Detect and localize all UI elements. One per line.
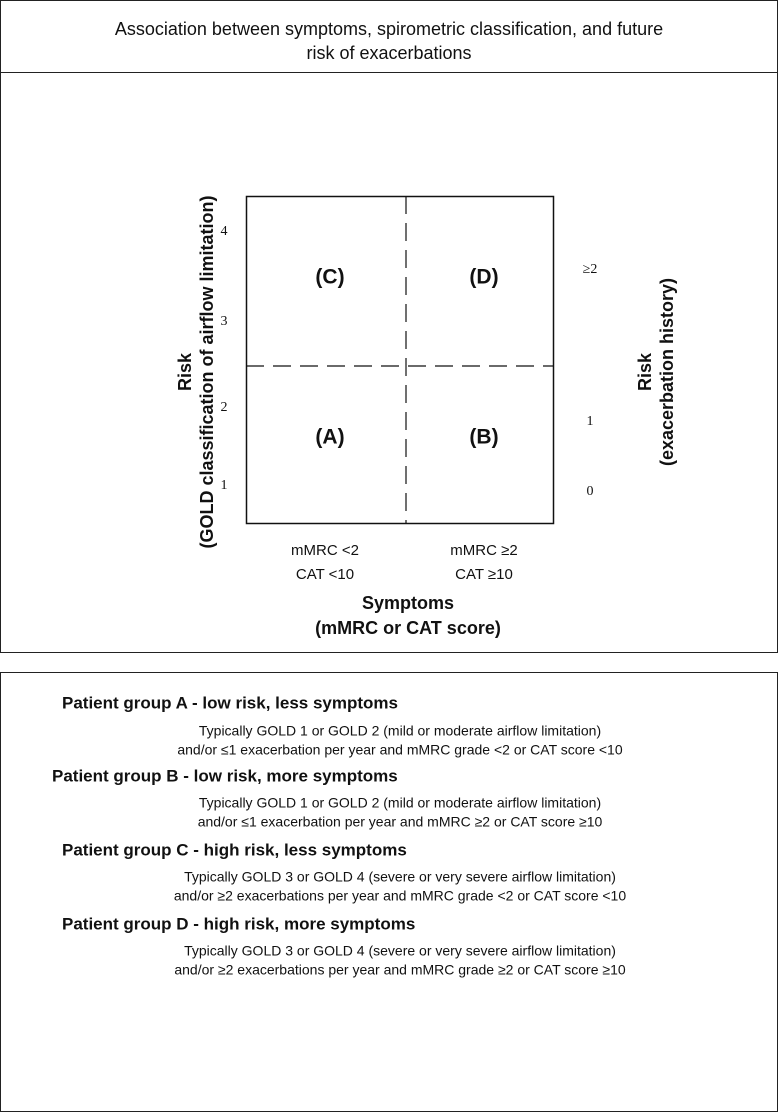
x-category: mMRC ≥2 — [450, 542, 517, 559]
group-description: and/or ≤1 exacerbation per year and mMRC… — [177, 742, 623, 758]
x-axis-label: (mMRC or CAT score) — [315, 618, 501, 638]
diagram-box — [0, 0, 778, 653]
group-description: and/or ≥2 exacerbations per year and mMR… — [174, 962, 626, 978]
quadrant-square — [245, 195, 555, 525]
group-heading: Patient group B - low risk, more symptom… — [52, 766, 398, 785]
quadrant-label: (C) — [315, 266, 344, 289]
left-tick: 2 — [221, 400, 228, 415]
right-axis-label: (exacerbation history) — [657, 278, 677, 466]
x-category: CAT ≥10 — [455, 566, 513, 583]
x-axis-label: Symptoms — [362, 593, 454, 613]
right-tick: 1 — [587, 414, 594, 429]
left-tick: 1 — [221, 478, 228, 493]
left-tick: 4 — [221, 224, 228, 239]
quadrant-label: (B) — [469, 426, 498, 449]
x-category: CAT <10 — [296, 566, 354, 583]
group-heading: Patient group A - low risk, less symptom… — [62, 693, 398, 712]
left-tick: 3 — [221, 314, 228, 329]
right-tick: 0 — [587, 484, 594, 499]
group-description: Typically GOLD 1 or GOLD 2 (mild or mode… — [199, 795, 601, 811]
left-axis-label: Risk — [175, 352, 195, 391]
group-heading: Patient group D - high risk, more sympto… — [62, 914, 415, 933]
right-axis-label: Risk — [635, 352, 655, 391]
group-description: Typically GOLD 3 or GOLD 4 (severe or ve… — [184, 943, 616, 959]
title-line: Association between symptoms, spirometri… — [115, 19, 663, 39]
group-description: and/or ≤1 exacerbation per year and mMRC… — [198, 814, 603, 830]
group-description: Typically GOLD 1 or GOLD 2 (mild or mode… — [199, 723, 601, 739]
group-description: and/or ≥2 exacerbations per year and mMR… — [174, 888, 627, 904]
x-category: mMRC <2 — [291, 542, 359, 559]
quadrant-label: (A) — [315, 426, 344, 449]
right-tick: ≥2 — [583, 262, 598, 277]
group-heading: Patient group C - high risk, less sympto… — [62, 840, 407, 859]
left-axis-label: (GOLD classification of airflow limitati… — [197, 195, 217, 548]
group-description: Typically GOLD 3 or GOLD 4 (severe or ve… — [184, 869, 616, 885]
quadrant-label: (D) — [469, 266, 498, 289]
title-line: risk of exacerbations — [306, 43, 471, 63]
